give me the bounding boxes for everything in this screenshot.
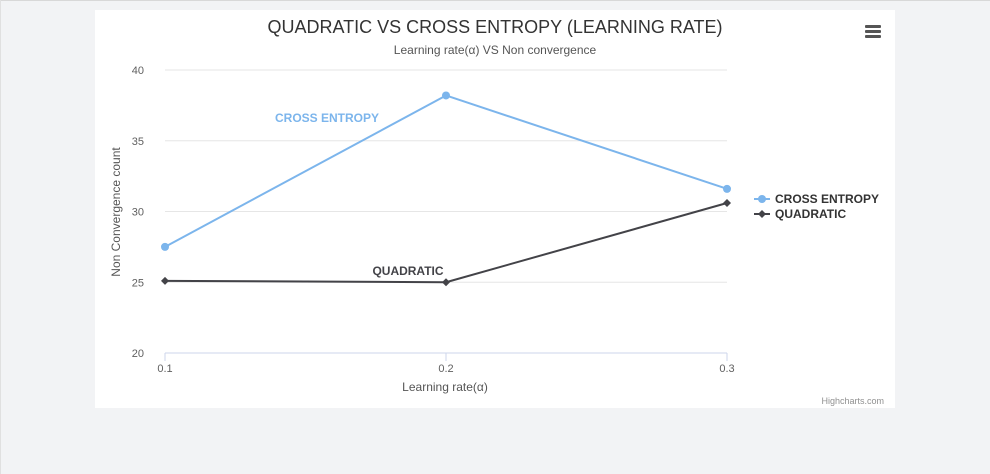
- grid-lines: [165, 69, 727, 283]
- y-tick-label: 35: [132, 136, 144, 148]
- chart-subtitle: Learning rate(α) VS Non convergence: [394, 43, 597, 57]
- series: [161, 91, 731, 287]
- legend-marker[interactable]: [758, 195, 766, 203]
- legend-item-label[interactable]: CROSS ENTROPY: [775, 192, 879, 206]
- y-tick-label: 20: [132, 348, 144, 360]
- x-axis-title: Learning rate(α): [402, 380, 488, 394]
- series-annotation: QUADRATIC: [372, 264, 443, 278]
- x-tick-label: 0.2: [438, 363, 453, 375]
- chart-container: 20 25 30 35 40 0.1 0.2 0.3 CROSS ENTROPY QUADRAT…: [95, 10, 895, 408]
- series-line-cross-entropy[interactable]: [164, 94, 728, 248]
- chart-title: QUADRATIC VS CROSS ENTROPY (LEARNING RAT…: [267, 17, 722, 37]
- page-top-border: [0, 0, 990, 1]
- data-point-marker[interactable]: [723, 199, 731, 208]
- data-point-marker[interactable]: [442, 278, 450, 287]
- data-point-marker[interactable]: [442, 91, 450, 100]
- series-annotation: CROSS ENTROPY: [275, 111, 379, 125]
- y-axis-title: Non Convergence count: [109, 147, 123, 277]
- hamburger-menu-icon[interactable]: [864, 21, 884, 41]
- data-point-marker[interactable]: [723, 184, 731, 193]
- y-tick-label: 40: [132, 65, 144, 77]
- credits-link[interactable]: Highcharts.com: [821, 396, 884, 406]
- x-tick-label: 0.3: [719, 363, 734, 375]
- x-tick-label: 0.1: [157, 363, 172, 375]
- legend-marker[interactable]: [758, 210, 766, 218]
- y-tick-label: 30: [132, 207, 144, 219]
- y-tick-label: 25: [132, 277, 144, 289]
- data-point-marker[interactable]: [161, 276, 169, 285]
- series-line-quadratic[interactable]: [164, 202, 728, 284]
- axes: 20 25 30 35 40 0.1 0.2 0.3: [132, 65, 735, 375]
- data-point-marker[interactable]: [161, 242, 169, 251]
- page-left-border: [0, 0, 1, 474]
- legend-item-label[interactable]: QUADRATIC: [775, 207, 846, 221]
